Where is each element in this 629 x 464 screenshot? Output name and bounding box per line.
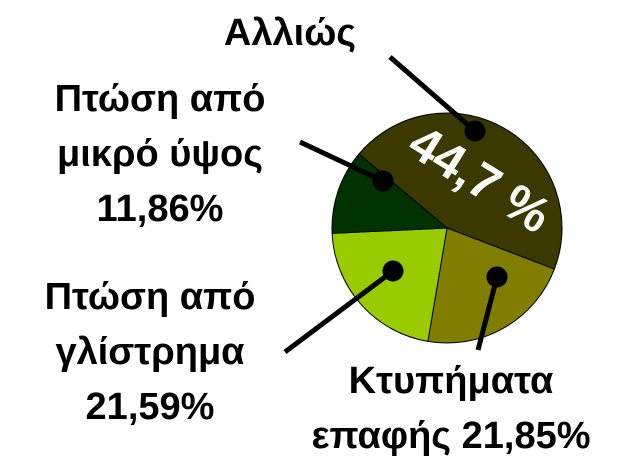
leader-dot bbox=[486, 266, 508, 288]
value-label: 11,86% bbox=[96, 188, 224, 230]
slice-label: Αλλιώς bbox=[190, 6, 390, 61]
leader-dot bbox=[464, 120, 486, 142]
leader-line bbox=[298, 139, 385, 184]
pie-slice bbox=[358, 112, 563, 270]
value-label: 21,59% bbox=[85, 386, 215, 428]
leader-dot bbox=[382, 260, 404, 282]
category-label: Αλλιώς bbox=[223, 12, 357, 54]
pie-slice bbox=[331, 227, 448, 342]
slice-label: Πτώση από γλίστρημα 21,59% bbox=[10, 270, 290, 435]
leader-dot bbox=[372, 170, 394, 192]
value-label: 21,85% bbox=[461, 415, 591, 457]
category-label: Πτώση από γλίστρημα bbox=[44, 276, 256, 373]
leader-line bbox=[475, 276, 500, 351]
category-label: Κτυπήματα επαφής bbox=[311, 360, 554, 457]
leaders bbox=[283, 55, 508, 354]
slice-label: Κτυπήματα επαφής 21,85% bbox=[276, 354, 626, 464]
leader-line bbox=[388, 55, 477, 133]
pie-slice bbox=[331, 153, 449, 234]
leader-line bbox=[283, 269, 395, 354]
category-label: Πτώση από μικρό ύψος bbox=[54, 78, 266, 175]
slice-label: Πτώση από μικρό ύψος 11,86% bbox=[20, 72, 300, 237]
